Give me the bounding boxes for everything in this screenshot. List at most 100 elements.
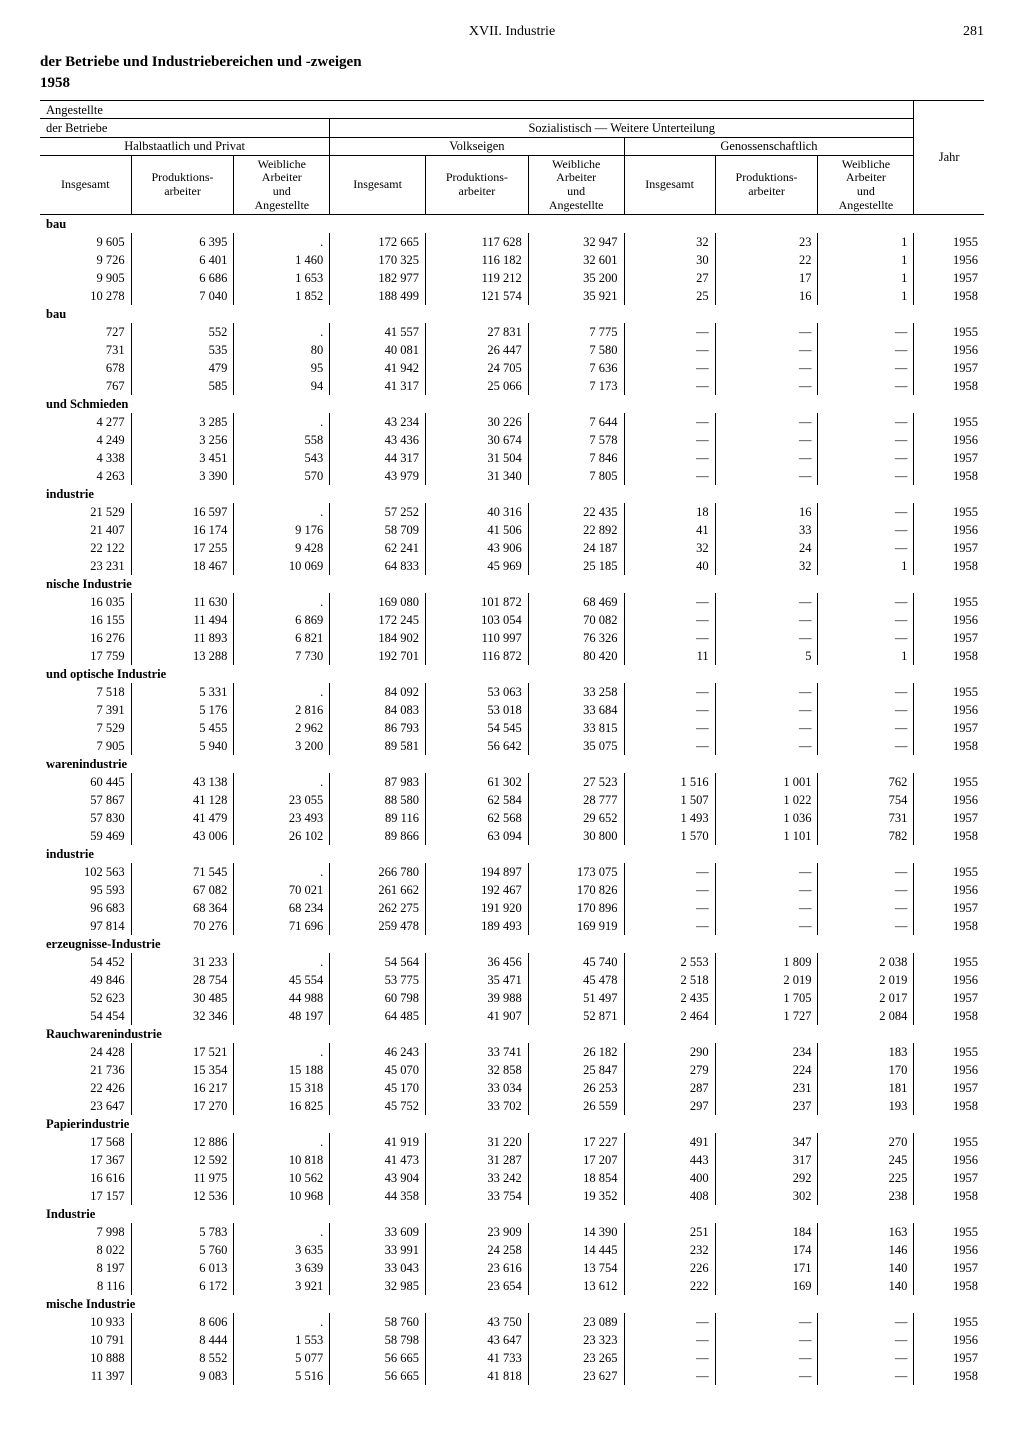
hdr-jahr: Jahr — [914, 101, 984, 215]
cell: 27 831 — [425, 323, 528, 341]
cell: 1 852 — [234, 287, 330, 305]
hdr-g-weibl: Weibliche Arbeiter und Angestellte — [818, 156, 914, 215]
cell: 23 654 — [425, 1277, 528, 1295]
year-cell: 1958 — [914, 467, 984, 485]
cell: 287 — [624, 1079, 715, 1097]
cell: . — [234, 593, 330, 611]
page-number: 281 — [924, 24, 984, 40]
cell: — — [818, 521, 914, 539]
cell: 3 200 — [234, 737, 330, 755]
cell: 10 888 — [40, 1349, 131, 1367]
cell: 95 — [234, 359, 330, 377]
cell: 80 420 — [528, 647, 624, 665]
cell: 15 318 — [234, 1079, 330, 1097]
cell: 23 647 — [40, 1097, 131, 1115]
cell: 2 816 — [234, 701, 330, 719]
cell: 163 — [818, 1223, 914, 1241]
cell: 84 092 — [330, 683, 426, 701]
table-row: 16 15511 4946 869172 245103 05470 082———… — [40, 611, 984, 629]
cell: — — [624, 701, 715, 719]
cell: 22 435 — [528, 503, 624, 521]
table-row: 16 61611 97510 56243 90433 24218 8544002… — [40, 1169, 984, 1187]
cell: 41 506 — [425, 521, 528, 539]
cell: 297 — [624, 1097, 715, 1115]
cell: — — [715, 683, 818, 701]
cell: 17 — [715, 269, 818, 287]
cell: 57 252 — [330, 503, 426, 521]
table-row: 9 7266 4011 460170 325116 18232 60130221… — [40, 251, 984, 269]
cell: 16 035 — [40, 593, 131, 611]
cell: 60 798 — [330, 989, 426, 1007]
cell: 2 038 — [818, 953, 914, 971]
hdr-angestellte: Angestellte — [40, 101, 914, 119]
cell: — — [715, 413, 818, 431]
cell: 261 662 — [330, 881, 426, 899]
cell: 23 — [715, 233, 818, 251]
year-cell: 1958 — [914, 287, 984, 305]
cell: 35 471 — [425, 971, 528, 989]
table-row: 17 75913 2887 730192 701116 87280 420115… — [40, 647, 984, 665]
cell: . — [234, 1043, 330, 1061]
cell: 192 701 — [330, 647, 426, 665]
cell: 32 — [624, 233, 715, 251]
cell: 18 467 — [131, 557, 234, 575]
cell: 767 — [40, 377, 131, 395]
cell: — — [624, 1367, 715, 1385]
year-cell: 1956 — [914, 341, 984, 359]
cell: 585 — [131, 377, 234, 395]
cell: 44 317 — [330, 449, 426, 467]
cell: 172 665 — [330, 233, 426, 251]
page-title: der Betriebe und Industriebereichen und … — [40, 54, 984, 71]
cell: . — [234, 1223, 330, 1241]
cell: 68 234 — [234, 899, 330, 917]
cell: 10 933 — [40, 1313, 131, 1331]
cell: — — [818, 899, 914, 917]
section-label: bau — [40, 305, 984, 323]
year-cell: 1958 — [914, 1187, 984, 1205]
cell: 62 568 — [425, 809, 528, 827]
cell: 5 176 — [131, 701, 234, 719]
cell: 558 — [234, 431, 330, 449]
cell: — — [818, 683, 914, 701]
cell: 10 968 — [234, 1187, 330, 1205]
cell: 22 892 — [528, 521, 624, 539]
cell: — — [715, 449, 818, 467]
cell: 33 741 — [425, 1043, 528, 1061]
cell: 5 940 — [131, 737, 234, 755]
cell: 41 — [624, 521, 715, 539]
year-cell: 1956 — [914, 251, 984, 269]
cell: — — [715, 611, 818, 629]
cell: 41 317 — [330, 377, 426, 395]
cell: 727 — [40, 323, 131, 341]
cell: 33 — [715, 521, 818, 539]
section-label: und Schmieden — [40, 395, 984, 413]
cell: — — [818, 377, 914, 395]
year-cell: 1956 — [914, 701, 984, 719]
cell: 7 578 — [528, 431, 624, 449]
cell: 80 — [234, 341, 330, 359]
cell: 40 — [624, 557, 715, 575]
cell: 23 055 — [234, 791, 330, 809]
cell: 6 869 — [234, 611, 330, 629]
cell: . — [234, 233, 330, 251]
cell: 535 — [131, 341, 234, 359]
cell: 3 256 — [131, 431, 234, 449]
cell: 121 574 — [425, 287, 528, 305]
cell: 70 082 — [528, 611, 624, 629]
cell: 1 001 — [715, 773, 818, 791]
cell: 89 581 — [330, 737, 426, 755]
cell: 7 805 — [528, 467, 624, 485]
cell: 2 019 — [715, 971, 818, 989]
cell: 32 601 — [528, 251, 624, 269]
cell: 169 919 — [528, 917, 624, 935]
cell: 88 580 — [330, 791, 426, 809]
cell: 21 736 — [40, 1061, 131, 1079]
cell: 191 920 — [425, 899, 528, 917]
cell: 33 043 — [330, 1259, 426, 1277]
section-label: warenindustrie — [40, 755, 984, 773]
cell: — — [818, 701, 914, 719]
cell: 58 709 — [330, 521, 426, 539]
cell: 89 116 — [330, 809, 426, 827]
cell: 30 — [624, 251, 715, 269]
cell: 245 — [818, 1151, 914, 1169]
